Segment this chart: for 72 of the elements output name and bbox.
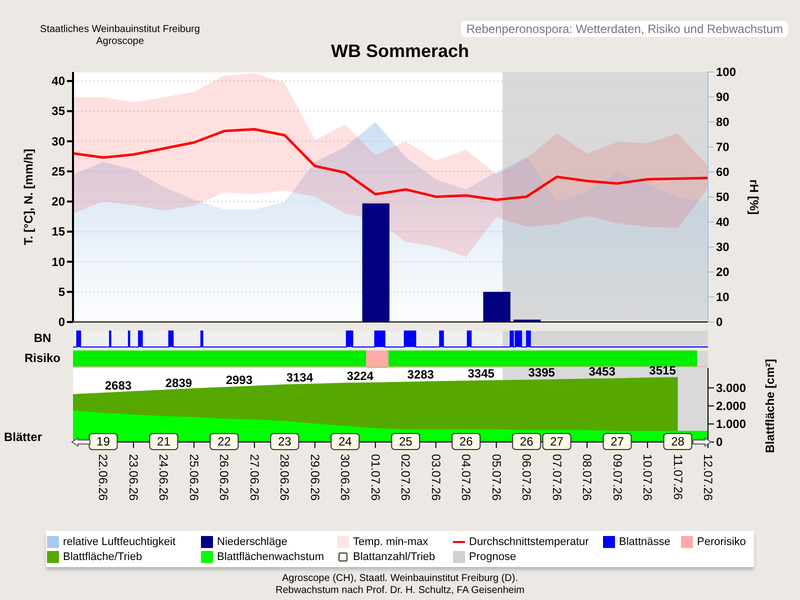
x-tick-label: 22.06.26 (96, 454, 110, 502)
legend-title: Temp. min-max (353, 536, 428, 548)
chart-subtitle: Rebenperonospora: Wetterdaten, Risiko und Rebwachstum (461, 21, 788, 37)
x-tick-label: 11.07.26 (670, 454, 685, 500)
x-tick-label: 27.06.26 (247, 454, 262, 502)
y-tick-label: 20 (52, 194, 66, 209)
x-tick-label: 26.06.26 (217, 454, 232, 502)
y2-tick-label: 90 (716, 90, 730, 104)
y-tick-label: 3.000 (716, 380, 746, 395)
y-tick-label: 15 (52, 224, 66, 239)
x-tick-label: 24.06.26 (156, 454, 171, 502)
y2-tick-label: 70 (716, 140, 730, 154)
data-label: 3345 (468, 366, 495, 381)
text: Staatliches Weinbauinstitut Freiburg (39, 24, 201, 35)
legend-label: Perorisiko (697, 536, 746, 548)
data-label: 3283 (407, 368, 434, 382)
legend-label: Blattanzahl/Trieb (353, 550, 436, 562)
x-tick-label: 01.07.26 (368, 454, 382, 502)
y-tick-label: 30 (52, 134, 66, 148)
y-tick-label: 35 (52, 104, 66, 118)
legend-label: relative Luftfeuchtigkeit (63, 536, 176, 548)
x-tick-label: 07.07.26 (550, 454, 564, 502)
x-tick-label: 12.07.26 (701, 454, 715, 502)
legend-label: Niederschläge (217, 536, 288, 548)
x-tick-label: 09.07.26 (610, 454, 624, 502)
data-label: 3395 (528, 366, 556, 380)
chart-title: WB Sommerach (330, 41, 470, 61)
legend-label: Blattfläche/Trieb (63, 550, 142, 562)
x-tick-label: 28.06.26 (278, 454, 292, 502)
data-label: 2993 (226, 372, 253, 387)
x-tick-label: 06.07.26 (520, 454, 534, 502)
x-tick-label: 30.06.26 (338, 454, 352, 502)
text: Rebwachstum nach Prof. Dr. H. Schultz, FA Geisenheim (274, 585, 526, 596)
data-label: 2839 (165, 376, 192, 390)
x-tick-label: 03.07.26 (428, 454, 443, 502)
y-tick-label: 10 (52, 254, 66, 269)
data-label: 3224 (346, 368, 374, 383)
y-tick-label: 40 (52, 74, 66, 88)
y2-axis-title: rH [%] (746, 179, 761, 215)
x-tick-label: 25.06.26 (186, 454, 201, 502)
x-tick-label: 29.06.26 (308, 454, 322, 502)
y-tick-label: 0 (58, 315, 66, 329)
legend-label: Prognose (469, 550, 516, 562)
y2-tick-label: 50 (716, 190, 730, 204)
y-tick-label: 2.000 (716, 398, 746, 413)
data-label: 3134 (286, 370, 314, 384)
y-axis-title: BN (32, 331, 52, 345)
legend-label: Blattnässe (619, 536, 670, 548)
x-tick-label: 23.06.26 (126, 454, 140, 502)
y2-tick-label: 80 (716, 115, 730, 129)
y-tick-label: 25 (52, 164, 66, 178)
x-tick-label: 02.07.26 (398, 454, 413, 502)
y-axis-title: Risiko (23, 351, 62, 365)
x-tick-label: 05.07.26 (489, 454, 504, 502)
text: Blätter (4, 430, 42, 444)
y-tick-label: 5 (58, 284, 66, 299)
data-label: 3453 (588, 364, 616, 379)
y-tick-label: 0 (716, 435, 723, 449)
y-axis-title: T. [°C], N. [mm/h] (21, 148, 36, 246)
legend-label: Durchschnittstemperatur (469, 536, 589, 548)
y2-tick-label: 100 (716, 65, 736, 79)
data-label: 3515 (649, 364, 676, 378)
y-axis-title: Blattfläche [cm²] (763, 358, 777, 454)
x-tick-label: 04.07.26 (459, 454, 474, 502)
x-tick-label: 10.07.26 (640, 454, 655, 502)
x-tick-label: 08.07.26 (580, 454, 594, 502)
text: Agroscope (CH), Staatl. Weinbauinstitut Freiburg (D). (280, 573, 519, 584)
data-label: 2683 (104, 378, 132, 393)
y2-tick-label: 60 (716, 165, 730, 179)
y-tick-label: 1.000 (716, 416, 746, 431)
text: Agroscope (95, 36, 145, 47)
legend-label: Blattflächenwachstum (217, 550, 324, 562)
